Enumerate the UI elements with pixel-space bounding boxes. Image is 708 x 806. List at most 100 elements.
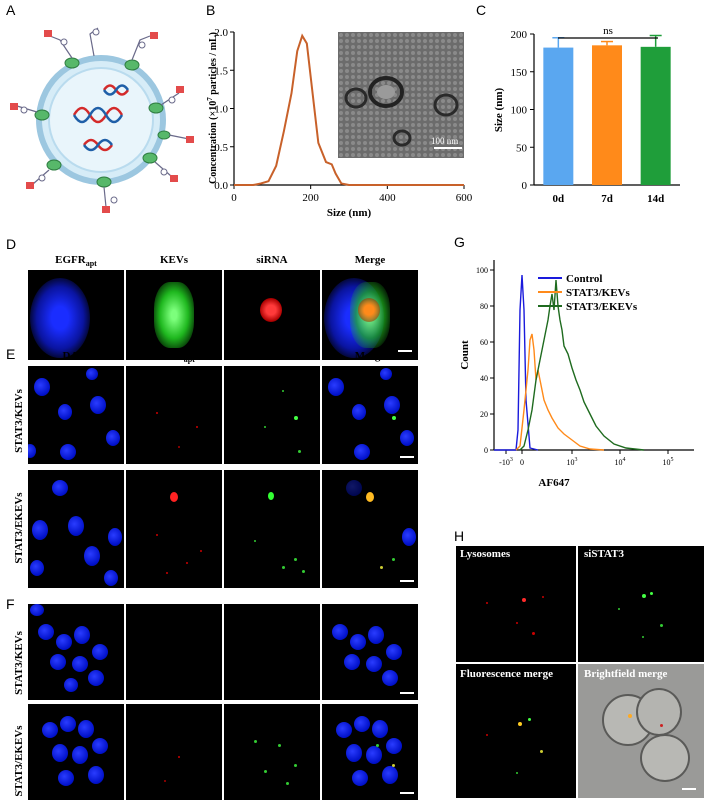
bar-14d xyxy=(640,46,671,186)
f-row-ekevs: STAT3/EKEVs xyxy=(13,725,25,797)
d-col-sirna: siRNA xyxy=(256,254,288,266)
panel-label-b: B xyxy=(206,2,216,18)
d-kevs-image xyxy=(126,270,222,360)
f-r2-merge xyxy=(322,704,418,800)
category-label: 0d xyxy=(553,193,565,205)
size-ytick: 150 xyxy=(511,67,528,79)
tem-scale-label: 100 nm xyxy=(431,136,458,146)
h-brightfield-merge-image xyxy=(578,664,704,798)
panel-label-f: F xyxy=(6,596,15,612)
panel-label-g: G xyxy=(454,234,465,250)
category-label: 7d xyxy=(601,193,613,205)
size-ytick: 100 xyxy=(511,105,528,117)
flow-ylabel: Count xyxy=(459,340,471,370)
nta-ytick: 0.5 xyxy=(214,142,228,154)
bar-0d xyxy=(543,47,574,186)
h-sistat3-label: siSTAT3 xyxy=(584,548,624,560)
f-r1-sirna xyxy=(224,604,320,700)
e-r1-dapi xyxy=(28,366,124,464)
e-col-dapi: DAPI xyxy=(62,350,90,362)
nta-ytick: 1.0 xyxy=(214,104,228,116)
d-egfr-image xyxy=(28,270,124,360)
nta-chart: 0 200 400 600 0.0 0.5 1.0 1.5 2.0 100 nm Concent… xyxy=(206,27,472,219)
f-r2-sirna xyxy=(224,704,320,800)
legend-control: Control xyxy=(566,273,602,285)
e-row-ekevs: STAT3/EKEVs xyxy=(13,492,25,564)
h-lysosomes-label: Lysosomes xyxy=(460,548,511,560)
flow-xlabel: AF647 xyxy=(538,477,570,489)
legend-kevs: STAT3/KEVs xyxy=(566,287,630,299)
d-col-egfr: EGFRapt xyxy=(55,254,97,269)
flow-ytick: 60 xyxy=(480,338,488,347)
bar-7d xyxy=(592,45,622,186)
e-r2-egfr xyxy=(126,470,222,588)
flow-xtick: 105 xyxy=(663,457,674,467)
legend-ekevs: STAT3/EKEVs xyxy=(566,301,638,313)
nta-size-curve xyxy=(234,33,464,186)
flow-ytick: 20 xyxy=(480,410,488,419)
e-r1-sirna xyxy=(224,366,320,464)
panel-label-c: C xyxy=(476,2,487,18)
flow-ytick: 80 xyxy=(480,302,488,311)
nta-xlabel: Size (nm) xyxy=(327,207,372,219)
flow-legend: Control STAT3/KEVs STAT3/EKEVs xyxy=(538,273,638,313)
f-r1-merge xyxy=(322,604,418,700)
panel-label-h: H xyxy=(454,528,465,544)
e-col-egfr: EGFRapt xyxy=(153,350,195,365)
nta-ytick: 0.0 xyxy=(214,180,228,192)
h-fluor-merge-label: Fluorescence merge xyxy=(460,668,553,680)
series-stat3-kevs xyxy=(515,333,605,451)
e-r2-merge xyxy=(322,470,418,588)
flow-xtick: 103 xyxy=(567,457,578,467)
e-col-merge: Merge xyxy=(354,350,386,362)
flow-ytick: 100 xyxy=(476,266,488,275)
panel-label-d: D xyxy=(6,236,17,252)
nta-xtick: 600 xyxy=(456,192,472,204)
d-sirna-image xyxy=(224,270,320,360)
size-ytick: 200 xyxy=(511,29,528,41)
size-ytick: 50 xyxy=(516,142,528,154)
f-r1-dapi xyxy=(28,604,124,700)
flow-ytick: 40 xyxy=(480,374,488,383)
nta-xtick: 400 xyxy=(379,192,396,204)
nta-xtick: 0 xyxy=(231,192,237,204)
e-r2-dapi xyxy=(28,470,124,588)
f-row-kevs: STAT3/KEVs xyxy=(13,631,25,695)
e-col-sirna: siRNA xyxy=(256,350,288,362)
size-stability-chart: 0 50 100 150 200 0d 7d 14d ns Size (nm) xyxy=(493,25,680,205)
e-row-kevs: STAT3/KEVs xyxy=(13,389,25,453)
h-fluor-merge-image xyxy=(456,664,576,798)
d-col-kevs: KEVs xyxy=(159,254,189,266)
e-r2-sirna xyxy=(224,470,320,588)
nta-ytick: 2.0 xyxy=(214,27,228,39)
series-control xyxy=(494,274,539,451)
tem-inset xyxy=(338,32,464,158)
flow-histogram: 0 20 40 60 80 100 -103 0 103 104 105 Control STAT3… xyxy=(459,260,694,489)
d-merge-image xyxy=(322,270,418,360)
size-ylabel: Size (nm) xyxy=(493,88,505,133)
ns-annotation: ns xyxy=(603,25,613,37)
f-r1-egfr xyxy=(126,604,222,700)
h-sistat3-image xyxy=(578,546,704,662)
exosome-schematic xyxy=(10,27,194,213)
panel-label-e: E xyxy=(6,346,16,362)
panel-label-a: A xyxy=(6,2,16,18)
nta-ylabel: Concentration (×107 particles / mL) xyxy=(206,32,219,184)
flow-xtick: 104 xyxy=(615,457,626,467)
f-r2-dapi xyxy=(28,704,124,800)
flow-ytick: 0 xyxy=(484,446,488,455)
h-brightfield-merge-label: Brightfield merge xyxy=(584,668,668,680)
nta-xtick: 200 xyxy=(302,192,319,204)
nta-ticks: 0 200 400 600 0.0 0.5 1.0 1.5 2.0 xyxy=(214,27,472,204)
category-label: 14d xyxy=(647,193,664,205)
d-col-merge: Merge xyxy=(354,254,386,266)
e-r1-merge xyxy=(322,366,418,464)
f-r2-egfr xyxy=(126,704,222,800)
flow-xtick: -103 xyxy=(499,457,513,467)
h-lysosomes-image xyxy=(456,546,576,662)
size-ytick: 0 xyxy=(522,180,528,192)
flow-xtick: 0 xyxy=(520,458,524,467)
e-r1-egfr xyxy=(126,366,222,464)
nta-ytick: 1.5 xyxy=(214,65,228,77)
series-stat3-ekevs xyxy=(519,279,645,451)
